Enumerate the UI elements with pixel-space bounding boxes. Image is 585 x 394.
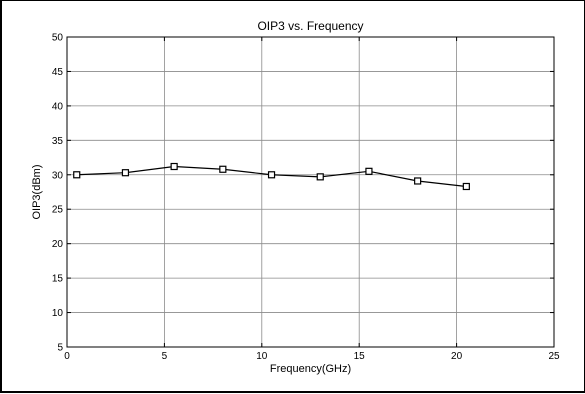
data-point: [462, 182, 470, 191]
data-point: [219, 165, 227, 173]
grid: [67, 37, 554, 347]
data-point: [316, 173, 324, 181]
y-tick-label: 20: [52, 239, 64, 250]
y-tick-label: 15: [52, 274, 64, 285]
y-tick-label: 10: [52, 308, 64, 319]
y-tick-label: 40: [52, 101, 64, 112]
plot-area: [66, 36, 555, 348]
y-tick-label: 45: [52, 67, 64, 78]
y-tick-label: 25: [52, 205, 64, 216]
data-point: [365, 167, 373, 175]
chart-title: OIP3 vs. Frequency: [257, 19, 363, 33]
x-tick-label: 15: [354, 351, 366, 362]
x-tick-label: 5: [162, 351, 168, 362]
data-point: [267, 171, 276, 179]
data-point: [414, 177, 422, 185]
data-point: [170, 162, 178, 171]
series-layer: [73, 162, 470, 191]
data-point: [73, 171, 81, 179]
x-axis-label: Frequency(GHz): [270, 363, 351, 375]
y-axis-label: OIP3(dBm): [31, 164, 43, 219]
y-tick-label: 5: [57, 343, 63, 354]
x-tick-label: 10: [256, 351, 268, 362]
x-tick-label: 0: [64, 351, 70, 362]
y-tick-label: 35: [52, 136, 64, 147]
y-tick-label: 30: [52, 170, 64, 181]
x-tick-label: 20: [451, 351, 463, 362]
data-point: [121, 169, 130, 177]
x-tick-label: 25: [548, 351, 560, 362]
y-tick-label: 50: [52, 33, 64, 44]
